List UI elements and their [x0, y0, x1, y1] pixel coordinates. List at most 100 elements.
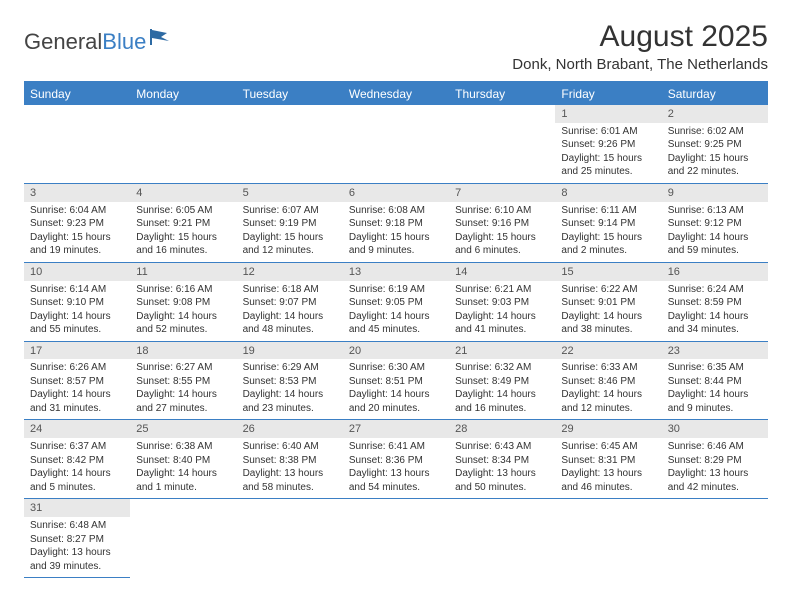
sunrise-text: Sunrise: 6:07 AM	[243, 204, 337, 218]
sunset-text: Sunset: 8:42 PM	[30, 454, 124, 468]
logo-text-1: General	[24, 29, 102, 55]
day-number-cell: 30	[662, 420, 768, 438]
day-detail-cell: Sunrise: 6:33 AMSunset: 8:46 PMDaylight:…	[555, 359, 661, 420]
sunrise-text: Sunrise: 6:26 AM	[30, 361, 124, 375]
header: GeneralBlue August 2025 Donk, North Brab…	[24, 20, 768, 73]
day-detail-cell: Sunrise: 6:05 AMSunset: 9:21 PMDaylight:…	[130, 202, 236, 263]
sunset-text: Sunset: 8:49 PM	[455, 375, 549, 389]
day-detail-cell	[130, 517, 236, 578]
sunrise-text: Sunrise: 6:13 AM	[668, 204, 762, 218]
daylight-text-1: Daylight: 15 hours	[349, 231, 443, 245]
sunset-text: Sunset: 9:19 PM	[243, 217, 337, 231]
sunrise-text: Sunrise: 6:41 AM	[349, 440, 443, 454]
day-number-cell: 16	[662, 262, 768, 280]
day-detail-cell: Sunrise: 6:30 AMSunset: 8:51 PMDaylight:…	[343, 359, 449, 420]
day-number-row: 17181920212223	[24, 341, 768, 359]
logo: GeneralBlue	[24, 28, 171, 56]
sunrise-text: Sunrise: 6:14 AM	[30, 283, 124, 297]
day-detail-row: Sunrise: 6:14 AMSunset: 9:10 PMDaylight:…	[24, 281, 768, 342]
sunset-text: Sunset: 9:23 PM	[30, 217, 124, 231]
weekday-header: Tuesday	[237, 82, 343, 105]
day-number-cell: 15	[555, 262, 661, 280]
flag-icon	[149, 28, 171, 46]
day-detail-cell: Sunrise: 6:26 AMSunset: 8:57 PMDaylight:…	[24, 359, 130, 420]
sunrise-text: Sunrise: 6:37 AM	[30, 440, 124, 454]
day-number-cell: 13	[343, 262, 449, 280]
weekday-header: Friday	[555, 82, 661, 105]
day-detail-cell: Sunrise: 6:40 AMSunset: 8:38 PMDaylight:…	[237, 438, 343, 499]
weekday-header: Thursday	[449, 82, 555, 105]
daylight-text-1: Daylight: 13 hours	[30, 546, 124, 560]
sunset-text: Sunset: 9:14 PM	[561, 217, 655, 231]
sunset-text: Sunset: 8:44 PM	[668, 375, 762, 389]
daylight-text-1: Daylight: 14 hours	[668, 310, 762, 324]
daylight-text-1: Daylight: 14 hours	[30, 388, 124, 402]
day-number-cell: 7	[449, 183, 555, 201]
daylight-text-2: and 25 minutes.	[561, 165, 655, 179]
day-number-cell: 29	[555, 420, 661, 438]
sunset-text: Sunset: 8:38 PM	[243, 454, 337, 468]
day-number-cell	[237, 499, 343, 517]
day-number-cell: 24	[24, 420, 130, 438]
sunset-text: Sunset: 8:55 PM	[136, 375, 230, 389]
weekday-header: Wednesday	[343, 82, 449, 105]
day-detail-cell: Sunrise: 6:07 AMSunset: 9:19 PMDaylight:…	[237, 202, 343, 263]
daylight-text-1: Daylight: 14 hours	[243, 310, 337, 324]
day-number-cell	[555, 499, 661, 517]
sunset-text: Sunset: 9:08 PM	[136, 296, 230, 310]
daylight-text-1: Daylight: 14 hours	[136, 310, 230, 324]
sunrise-text: Sunrise: 6:11 AM	[561, 204, 655, 218]
day-number-cell: 10	[24, 262, 130, 280]
sunrise-text: Sunrise: 6:21 AM	[455, 283, 549, 297]
sunset-text: Sunset: 9:25 PM	[668, 138, 762, 152]
day-number-row: 12	[24, 105, 768, 123]
daylight-text-2: and 20 minutes.	[349, 402, 443, 416]
day-detail-cell	[343, 517, 449, 578]
daylight-text-1: Daylight: 13 hours	[561, 467, 655, 481]
sunset-text: Sunset: 8:34 PM	[455, 454, 549, 468]
daylight-text-2: and 48 minutes.	[243, 323, 337, 337]
day-number-cell: 22	[555, 341, 661, 359]
daylight-text-2: and 2 minutes.	[561, 244, 655, 258]
day-detail-cell: Sunrise: 6:48 AMSunset: 8:27 PMDaylight:…	[24, 517, 130, 578]
daylight-text-2: and 42 minutes.	[668, 481, 762, 495]
sunrise-text: Sunrise: 6:33 AM	[561, 361, 655, 375]
weekday-header-row: SundayMondayTuesdayWednesdayThursdayFrid…	[24, 82, 768, 105]
daylight-text-1: Daylight: 14 hours	[561, 388, 655, 402]
daylight-text-2: and 6 minutes.	[455, 244, 549, 258]
sunset-text: Sunset: 9:16 PM	[455, 217, 549, 231]
sunrise-text: Sunrise: 6:43 AM	[455, 440, 549, 454]
calendar-body: 12Sunrise: 6:01 AMSunset: 9:26 PMDayligh…	[24, 105, 768, 578]
sunset-text: Sunset: 9:26 PM	[561, 138, 655, 152]
day-detail-cell: Sunrise: 6:27 AMSunset: 8:55 PMDaylight:…	[130, 359, 236, 420]
sunrise-text: Sunrise: 6:30 AM	[349, 361, 443, 375]
sunrise-text: Sunrise: 6:19 AM	[349, 283, 443, 297]
sunrise-text: Sunrise: 6:10 AM	[455, 204, 549, 218]
daylight-text-1: Daylight: 15 hours	[243, 231, 337, 245]
sunrise-text: Sunrise: 6:18 AM	[243, 283, 337, 297]
daylight-text-1: Daylight: 14 hours	[30, 467, 124, 481]
daylight-text-2: and 52 minutes.	[136, 323, 230, 337]
daylight-text-1: Daylight: 15 hours	[136, 231, 230, 245]
daylight-text-2: and 27 minutes.	[136, 402, 230, 416]
daylight-text-2: and 54 minutes.	[349, 481, 443, 495]
sunset-text: Sunset: 8:36 PM	[349, 454, 443, 468]
day-number-cell	[343, 499, 449, 517]
daylight-text-2: and 5 minutes.	[30, 481, 124, 495]
day-number-row: 24252627282930	[24, 420, 768, 438]
weekday-header: Monday	[130, 82, 236, 105]
day-detail-cell: Sunrise: 6:11 AMSunset: 9:14 PMDaylight:…	[555, 202, 661, 263]
daylight-text-2: and 23 minutes.	[243, 402, 337, 416]
day-detail-row: Sunrise: 6:48 AMSunset: 8:27 PMDaylight:…	[24, 517, 768, 578]
day-detail-cell: Sunrise: 6:32 AMSunset: 8:49 PMDaylight:…	[449, 359, 555, 420]
daylight-text-1: Daylight: 14 hours	[455, 388, 549, 402]
sunset-text: Sunset: 8:40 PM	[136, 454, 230, 468]
sunset-text: Sunset: 9:21 PM	[136, 217, 230, 231]
day-detail-cell	[555, 517, 661, 578]
day-detail-cell: Sunrise: 6:38 AMSunset: 8:40 PMDaylight:…	[130, 438, 236, 499]
day-detail-cell: Sunrise: 6:22 AMSunset: 9:01 PMDaylight:…	[555, 281, 661, 342]
sunset-text: Sunset: 9:05 PM	[349, 296, 443, 310]
daylight-text-2: and 34 minutes.	[668, 323, 762, 337]
day-number-cell: 4	[130, 183, 236, 201]
daylight-text-1: Daylight: 14 hours	[136, 467, 230, 481]
